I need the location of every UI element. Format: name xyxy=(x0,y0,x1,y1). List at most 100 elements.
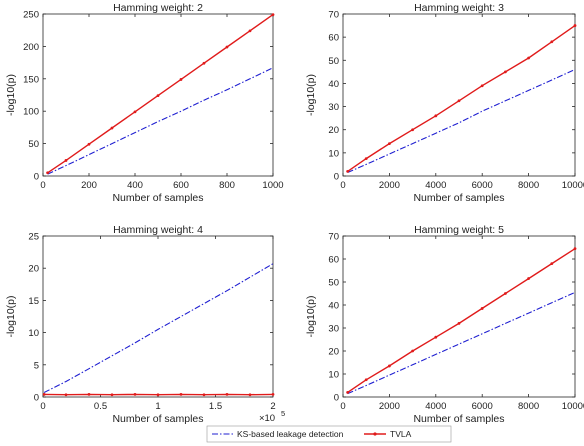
tvla-data-point xyxy=(225,393,229,396)
y-tick-label: 10 xyxy=(28,328,39,339)
plot-area xyxy=(342,235,576,398)
tvla-data-point xyxy=(480,307,484,310)
y-tick-label: 5 xyxy=(34,360,39,371)
tvla-data-point xyxy=(346,169,350,173)
y-tick-label: 15 xyxy=(28,296,39,307)
y-tick-label: 40 xyxy=(328,301,339,312)
plot-area xyxy=(42,235,274,398)
y-tick-label: 20 xyxy=(28,264,39,275)
chart-panel-1: 0 200 400 600 800 1000 0 50 100 150 200 250 Hamming … xyxy=(5,2,284,204)
x-tick-label: 2000 xyxy=(379,401,400,412)
y-tick-label: 20 xyxy=(328,125,339,136)
y-tick-label: 150 xyxy=(23,74,39,85)
tvla-data-point xyxy=(573,247,577,251)
y-tick-label: 30 xyxy=(328,324,339,335)
tvla-data-point xyxy=(527,56,530,60)
x-tick-label: 6000 xyxy=(472,180,493,191)
x-tick-label: 8000 xyxy=(518,401,539,412)
tvla-data-point xyxy=(388,364,391,368)
tvla-data-point xyxy=(64,393,68,397)
x-axis-label: Number of samples xyxy=(112,192,203,204)
y-tick-label: 50 xyxy=(328,56,339,67)
y-tick-label: 0 xyxy=(334,393,339,404)
tvla-data-point xyxy=(480,84,484,88)
tvla-data-point xyxy=(271,393,275,396)
plot-area xyxy=(42,13,274,177)
y-tick-label: 60 xyxy=(328,33,339,44)
y-tick-label: 0 xyxy=(34,393,39,404)
tvla-data-point xyxy=(411,128,414,132)
tvla-data-point xyxy=(434,335,438,339)
legend-box xyxy=(206,425,452,443)
tvla-series-line xyxy=(47,14,274,174)
x-tick-label: 600 xyxy=(173,180,189,191)
chart-title: Hamming weight: 3 xyxy=(414,2,504,14)
tvla-data-point xyxy=(411,349,414,353)
y-tick-label: 10 xyxy=(328,148,339,159)
tvla-data-point xyxy=(87,142,91,146)
tvla-data-point xyxy=(527,277,530,280)
chart-title: Hamming weight: 2 xyxy=(113,2,203,14)
y-tick-label: 70 xyxy=(328,10,339,21)
x-axis-exponent: ×10 xyxy=(259,413,275,424)
x-tick-label: 0 xyxy=(340,401,345,412)
x-axis-label: Number of samples xyxy=(413,192,504,204)
tvla-data-point xyxy=(248,29,252,33)
y-tick-label: 50 xyxy=(328,278,339,289)
y-tick-label: 0 xyxy=(334,172,339,183)
tvla-data-point xyxy=(156,393,160,397)
x-tick-label: 1.5 xyxy=(209,401,222,412)
tvla-data-point xyxy=(42,393,46,396)
y-tick-label: 200 xyxy=(23,42,39,53)
ks-series-line xyxy=(347,291,576,395)
x-axis-label: Number of samples xyxy=(112,413,203,425)
chart-title: Hamming weight: 5 xyxy=(414,224,504,236)
x-axis-label: Number of samples xyxy=(413,413,504,425)
tvla-data-point xyxy=(457,99,461,103)
legend: KS-based leakage detection TVLA xyxy=(206,425,452,443)
tvla-data-point xyxy=(346,391,350,394)
y-tick-label: 250 xyxy=(23,10,39,21)
tvla-data-point xyxy=(87,393,91,396)
tvla-data-point xyxy=(156,94,160,98)
tvla-data-point xyxy=(133,393,137,396)
y-axis-label: -log10(p) xyxy=(305,295,317,337)
tvla-data-point xyxy=(179,393,183,396)
legend-tvla-label: TVLA xyxy=(390,429,412,439)
ks-series-line xyxy=(347,68,576,174)
y-tick-label: 20 xyxy=(328,347,339,358)
tvla-data-point xyxy=(271,13,275,17)
x-tick-label: 2000 xyxy=(379,180,400,191)
x-tick-label: 0 xyxy=(40,401,45,412)
tvla-data-point xyxy=(179,78,183,81)
x-tick-label: 4000 xyxy=(425,180,446,191)
y-tick-label: 10 xyxy=(328,370,339,381)
y-axis-label: -log10(p) xyxy=(305,74,317,116)
tvla-data-point xyxy=(46,171,49,175)
x-tick-label: 200 xyxy=(81,180,97,191)
tvla-data-point xyxy=(225,45,229,49)
x-tick-label: 2 xyxy=(270,401,275,412)
x-tick-label: 1000 xyxy=(262,180,283,191)
tvla-data-point xyxy=(434,114,438,118)
tvla-data-point xyxy=(457,322,461,325)
tvla-data-point xyxy=(550,262,554,265)
tvla-data-point xyxy=(248,393,252,397)
legend-ks-label: KS-based leakage detection xyxy=(237,429,344,439)
y-tick-label: 70 xyxy=(328,232,339,243)
x-axis-exponent-power: 5 xyxy=(281,409,285,418)
x-tick-label: 400 xyxy=(127,180,143,191)
y-axis-label: -log10(p) xyxy=(5,74,17,116)
x-tick-label: 800 xyxy=(219,180,235,191)
tvla-data-point xyxy=(388,142,391,146)
tvla-data-point xyxy=(364,378,368,382)
x-tick-label: 0.5 xyxy=(94,401,107,412)
tvla-data-point xyxy=(573,24,577,27)
plot-area xyxy=(342,13,576,177)
y-tick-label: 50 xyxy=(28,139,39,150)
y-tick-label: 100 xyxy=(23,107,39,118)
